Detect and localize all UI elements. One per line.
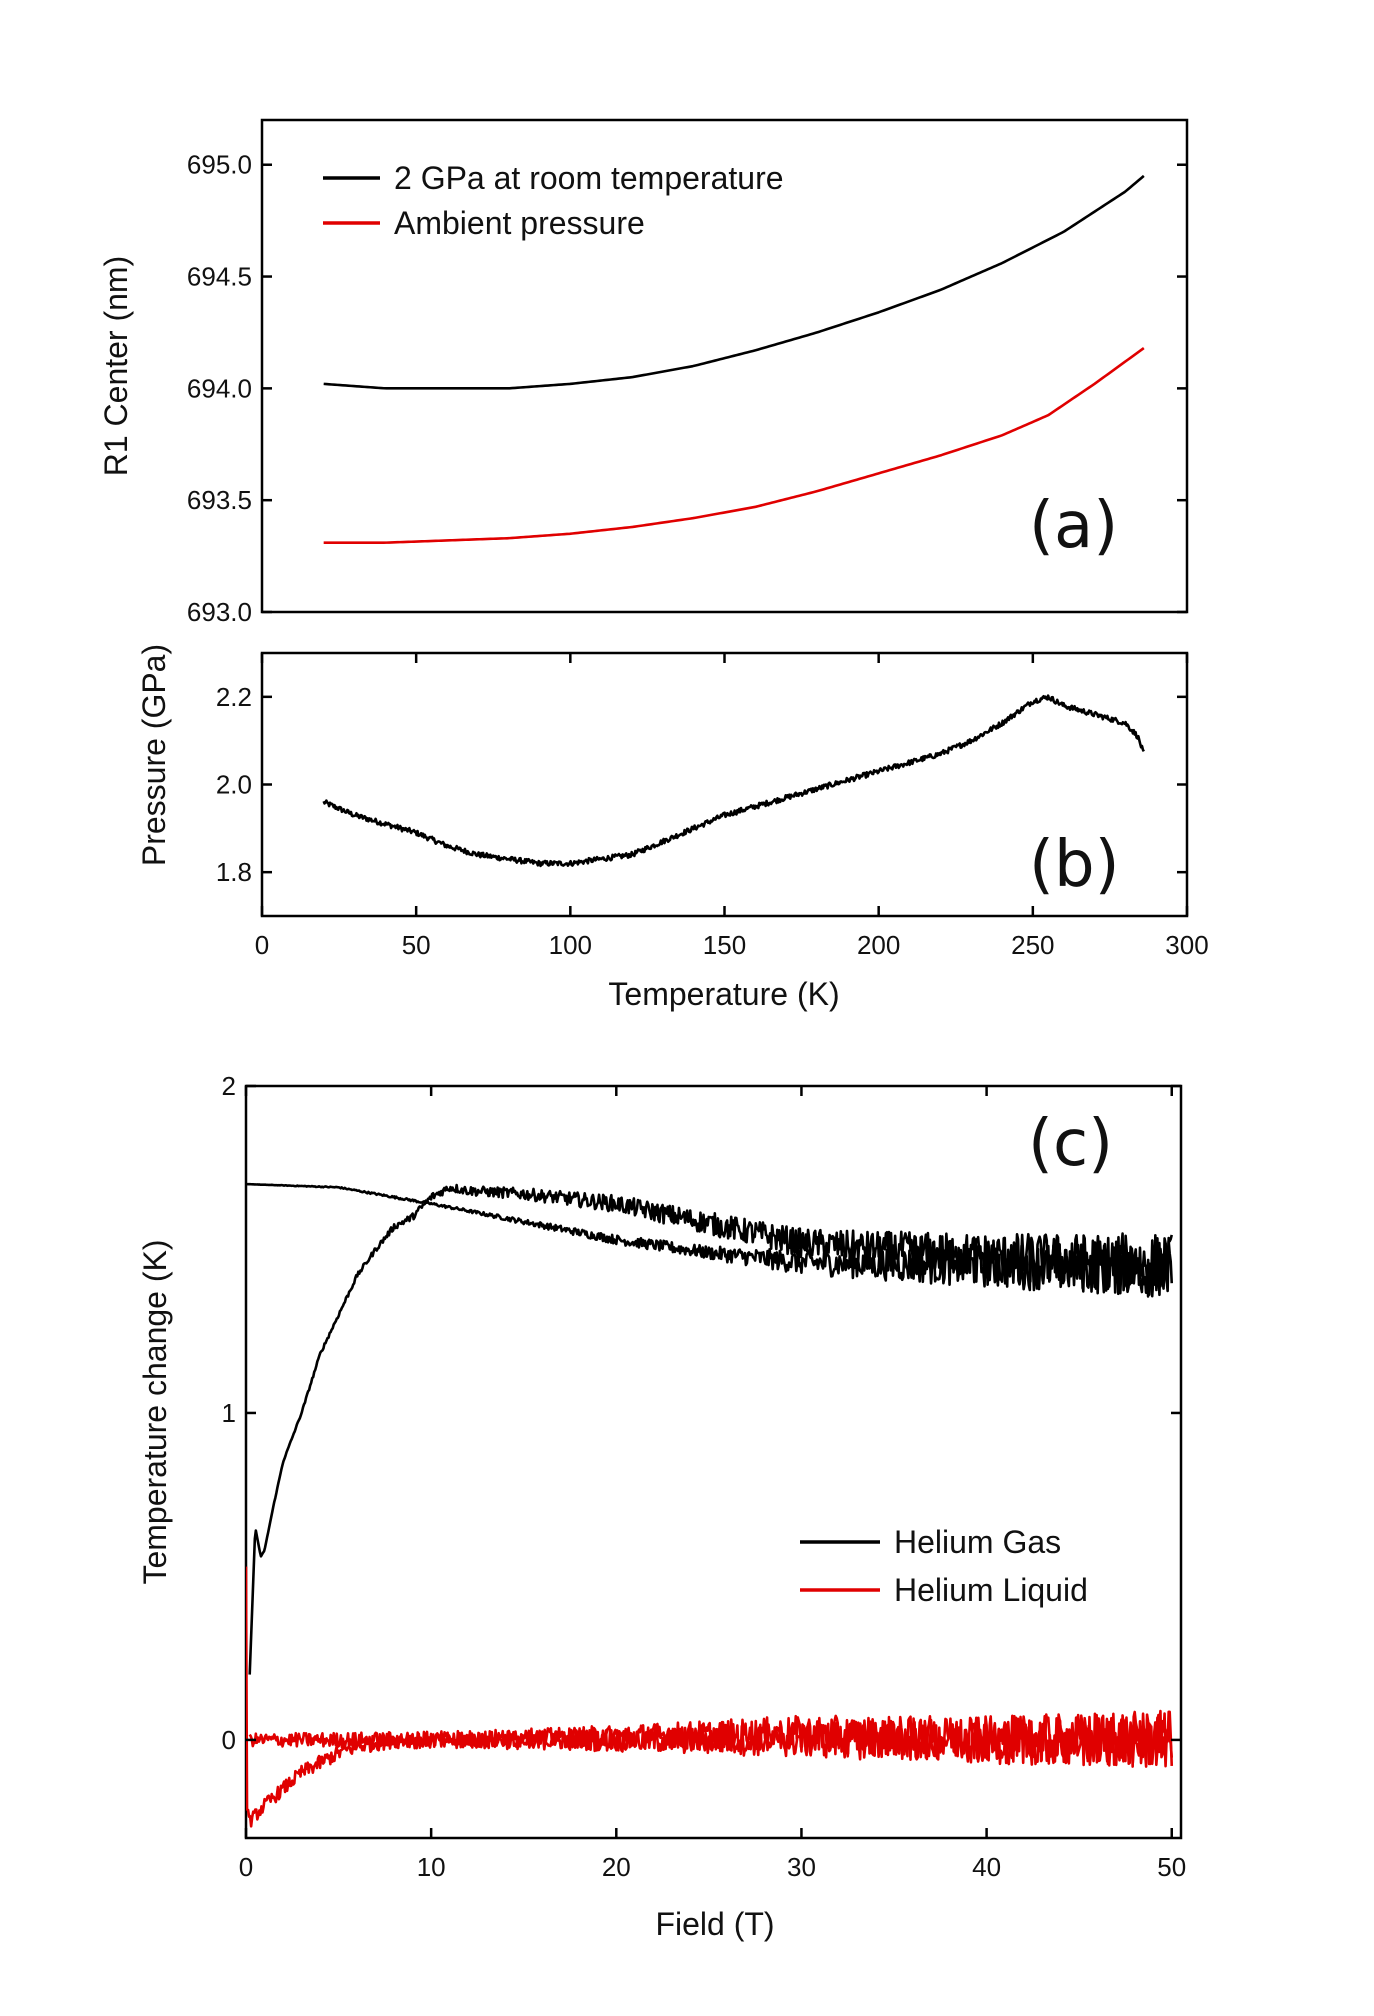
panel-c-x-tick-label: 20 [602, 1852, 631, 1882]
legend-label-helium-liquid: Helium Liquid [894, 1572, 1088, 1608]
panel-a-y-tick-label: 694.0 [187, 373, 252, 403]
panel-c-x-tick-label: 50 [1157, 1852, 1186, 1882]
panel-b-series-layer [322, 694, 1145, 868]
panel-a-series-2-gpa-at-room-temperature [323, 174, 1145, 390]
panel-a-series-layer [323, 174, 1145, 544]
panel-b-y-ticks: 1.8 2.0 2.2 [216, 682, 1187, 887]
panel-a-series-ambient-pressure [323, 347, 1145, 544]
panel-b-x-axis-title: Temperature (K) [608, 976, 839, 1012]
panel-a-plot-frame [260, 118, 1189, 614]
panel-a-y-tick-label: 693.0 [187, 597, 252, 627]
panel-c-y-axis-title: Temperature change (K) [137, 1239, 173, 1584]
panel-b-y-axis-title: Pressure (GPa) [136, 644, 172, 866]
panel-b-series-pressure [322, 694, 1145, 868]
panel-c-x-tick-label: 0 [239, 1852, 253, 1882]
panel-c-x-tick-label: 10 [417, 1852, 446, 1882]
panel-c-x-ticks: 0 10 20 30 40 50 [239, 1086, 1186, 1882]
panel-c-series-helium-gas-segment-2 [248, 1183, 1174, 1675]
panel-b-x-tick-label: 100 [549, 930, 592, 960]
panel-b-x-tick-label: 50 [402, 930, 431, 960]
panel-c-y-tick-label: 2 [222, 1071, 236, 1101]
panel-b-x-tick-label: 250 [1011, 930, 1054, 960]
panel-a-y-tick-label: 694.5 [187, 262, 252, 292]
panel-c: 0 1 2 0 10 20 30 40 50 Temperature change (K) F… [137, 1071, 1186, 1942]
panel-a-y-tick-label: 695.0 [187, 150, 252, 180]
panel-c-legend: Helium Gas Helium Liquid [800, 1524, 1088, 1608]
legend-label-ambient: Ambient pressure [394, 205, 645, 241]
panel-a-tag: (a) [1029, 489, 1118, 563]
panel-c-series-helium-liquid-segment-2 [248, 1710, 1174, 1768]
panel-a-y-tick-label: 693.5 [187, 485, 252, 515]
panel-a-legend: 2 GPa at room temperature Ambient pressu… [323, 160, 784, 241]
panel-c-plot-frame [244, 1084, 1183, 1840]
panel-c-series-layer [246, 1182, 1174, 1828]
panel-b-y-tick-label: 1.8 [216, 857, 252, 887]
panel-a-y-axis-title: R1 Center (nm) [98, 256, 134, 477]
panel-b: 1.8 2.0 2.2 0 50 100 150 200 250 300 Pressure (G… [136, 644, 1209, 1012]
panel-c-y-tick-label: 0 [222, 1725, 236, 1755]
panel-c-x-tick-label: 40 [972, 1852, 1001, 1882]
panel-a: 693.0 693.5 694.0 694.5 695.0 R1 Center (nm)… [98, 118, 1189, 627]
panel-c-x-tick-label: 30 [787, 1852, 816, 1882]
legend-label-helium-gas: Helium Gas [894, 1524, 1061, 1560]
panel-c-y-tick-label: 1 [222, 1398, 236, 1428]
panel-c-tag: (c) [1028, 1107, 1113, 1181]
panel-b-y-tick-label: 2.2 [216, 682, 252, 712]
panel-b-x-tick-label: 300 [1165, 930, 1208, 960]
panel-a-y-ticks: 693.0 693.5 694.0 694.5 695.0 [187, 150, 1187, 627]
panel-b-x-tick-label: 0 [255, 930, 269, 960]
panel-b-x-tick-label: 150 [703, 930, 746, 960]
panel-b-y-tick-label: 2.0 [216, 770, 252, 800]
legend-label-2gpa: 2 GPa at room temperature [394, 160, 784, 196]
panel-b-x-ticks: 0 50 100 150 200 250 300 [255, 653, 1209, 960]
panel-b-tag: (b) [1029, 828, 1120, 902]
panel-b-x-tick-label: 200 [857, 930, 900, 960]
panel-c-x-axis-title: Field (T) [655, 1906, 774, 1942]
panel-c-y-ticks: 0 1 2 [222, 1071, 1181, 1755]
